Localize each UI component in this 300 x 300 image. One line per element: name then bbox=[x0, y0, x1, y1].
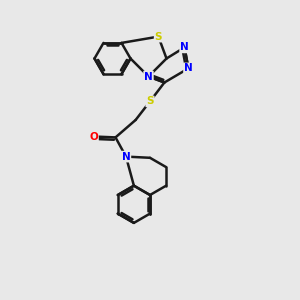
Text: N: N bbox=[144, 71, 153, 82]
Text: S: S bbox=[155, 32, 162, 42]
Text: N: N bbox=[122, 152, 130, 162]
Text: N: N bbox=[184, 63, 193, 74]
Text: S: S bbox=[146, 96, 154, 106]
Text: O: O bbox=[89, 131, 98, 142]
Text: N: N bbox=[180, 42, 189, 52]
